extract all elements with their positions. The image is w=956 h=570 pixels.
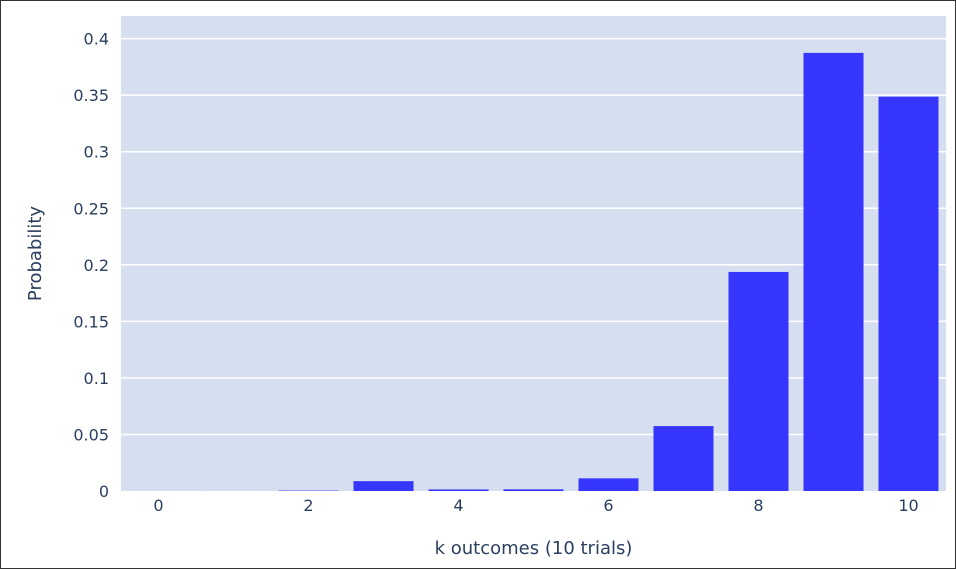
x-tick-label: 6 — [603, 496, 613, 515]
x-tick-label: 4 — [453, 496, 463, 515]
bar — [729, 272, 789, 491]
y-tick-label: 0.3 — [84, 143, 109, 162]
bar — [429, 489, 489, 491]
y-tick-label: 0.35 — [73, 86, 109, 105]
x-axis-title: k outcomes (10 trials) — [435, 538, 633, 559]
y-tick-label: 0.4 — [84, 30, 109, 49]
y-tick-label: 0.15 — [73, 312, 109, 331]
x-tick-label: 8 — [753, 496, 763, 515]
y-tick-label: 0 — [99, 482, 109, 501]
y-tick-label: 0.1 — [84, 369, 109, 388]
bar — [354, 481, 414, 491]
y-tick-label: 0.05 — [73, 425, 109, 444]
x-tick-label: 0 — [153, 496, 163, 515]
bar — [879, 97, 939, 491]
y-tick-label: 0.2 — [84, 256, 109, 275]
x-axis-ticks: 0 2 4 6 8 10 — [153, 496, 918, 515]
y-tick-label: 0.25 — [73, 199, 109, 218]
bar — [654, 426, 714, 491]
x-tick-label: 10 — [898, 496, 918, 515]
bar — [504, 489, 564, 491]
bar — [804, 53, 864, 491]
x-tick-label: 2 — [303, 496, 313, 515]
y-axis-ticks: 0 0.05 0.1 0.15 0.2 0.25 0.3 0.35 0.4 — [73, 30, 109, 501]
y-axis-title: Probability — [25, 206, 46, 301]
bar — [579, 478, 639, 491]
